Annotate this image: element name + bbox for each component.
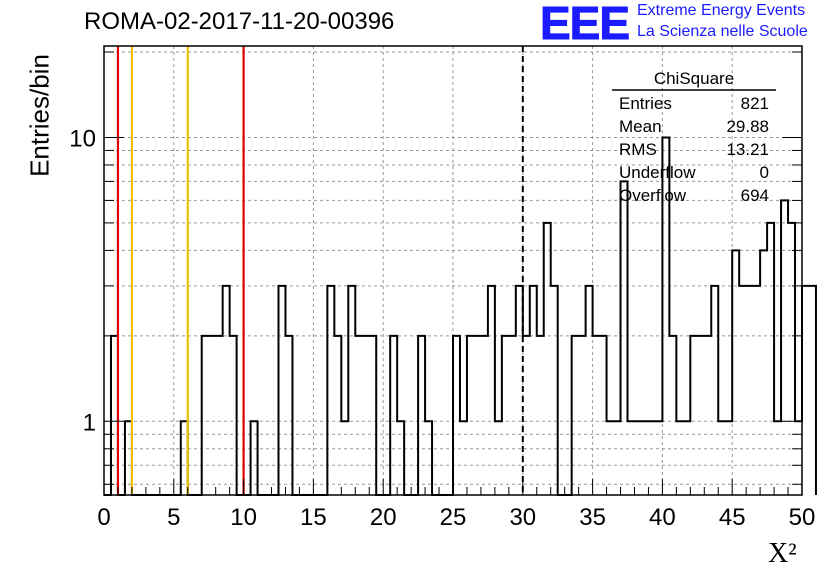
logo-mark: EEE [539,0,630,49]
x-tick-label: 45 [719,504,746,531]
stats-row-value: 694 [741,186,769,205]
ticks-layer: 0 5 10 15 20 25 30 35 40 45 50 1 10 [69,51,816,531]
stats-row-label: Underflow [619,163,696,182]
y-tick-label: 1 [83,409,96,436]
logo-line-1: Extreme Energy Events [637,2,806,19]
logo-line-2: La Scienza nelle Scuole [637,23,808,40]
x-tick-label: 0 [97,504,110,531]
stats-row-value: 821 [741,94,769,113]
x-tick-label: 25 [440,504,467,531]
chart-title: ROMA-02-2017-11-20-00396 [84,8,395,35]
x-tick-label: 30 [509,504,536,531]
stats-row-label: Overflow [619,186,687,205]
stats-row-value: 0 [760,163,769,182]
x-tick-label: 35 [579,504,606,531]
histogram-outline [104,136,817,496]
bars-layer [104,136,817,496]
x-tick-label: 10 [230,504,257,531]
marker-lines-layer [116,46,524,495]
stats-row-label: RMS [619,140,657,159]
stats-row-label: Entries [619,94,672,113]
x-axis-label: X² [768,538,797,569]
y-tick-label: 10 [69,125,96,152]
stats-row-value: 29.88 [726,117,769,136]
x-tick-label: 50 [789,504,816,531]
stats-title: ChiSquare [654,69,734,88]
stats-row-label: Mean [619,117,662,136]
x-tick-label: 15 [300,504,327,531]
x-tick-label: 20 [370,504,397,531]
stats-box: ChiSquare Entries 821 Mean 29.88 RMS 13.21 Und… [612,69,776,205]
x-tick-label: 40 [649,504,676,531]
stats-row-value: 13.21 [726,140,769,159]
x-tick-label: 5 [167,504,180,531]
